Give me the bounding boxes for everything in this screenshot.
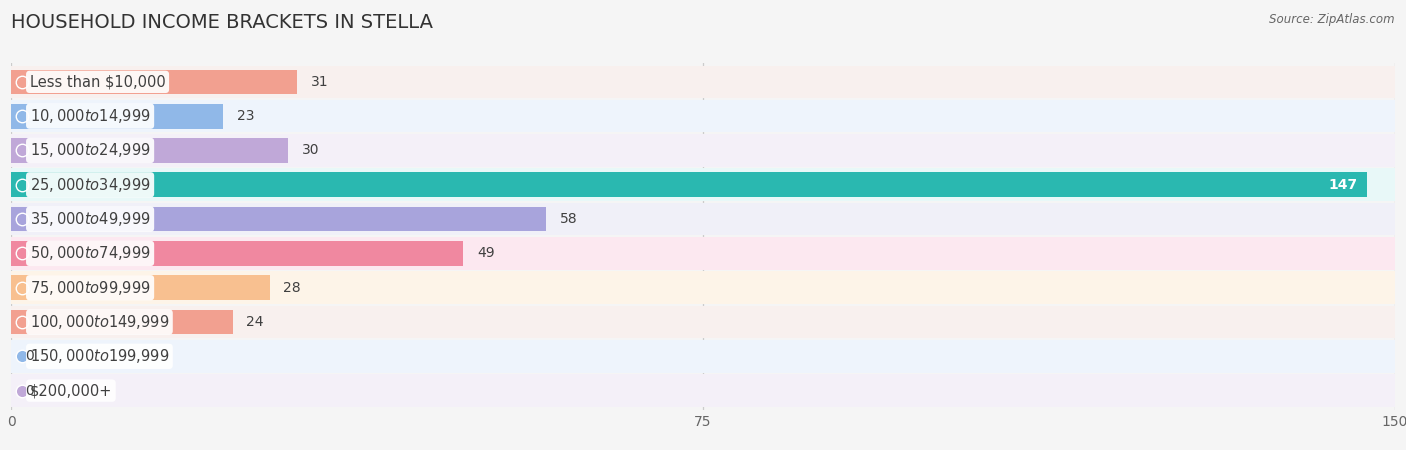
Text: 0: 0 — [25, 384, 34, 398]
Bar — [11, 100, 1395, 132]
Bar — [11, 207, 546, 231]
Text: 0: 0 — [25, 349, 34, 363]
Bar — [11, 340, 1395, 373]
Bar — [11, 271, 1395, 304]
Text: 58: 58 — [560, 212, 578, 226]
Bar — [11, 66, 1395, 98]
Text: $50,000 to $74,999: $50,000 to $74,999 — [30, 244, 150, 262]
Text: 49: 49 — [477, 247, 495, 261]
Text: $100,000 to $149,999: $100,000 to $149,999 — [30, 313, 169, 331]
Text: $200,000+: $200,000+ — [30, 383, 112, 398]
Bar — [11, 172, 1367, 197]
Bar — [11, 69, 297, 94]
Text: HOUSEHOLD INCOME BRACKETS IN STELLA: HOUSEHOLD INCOME BRACKETS IN STELLA — [11, 14, 433, 32]
Bar — [11, 104, 224, 129]
Text: $150,000 to $199,999: $150,000 to $199,999 — [30, 347, 169, 365]
Text: Source: ZipAtlas.com: Source: ZipAtlas.com — [1270, 14, 1395, 27]
Bar — [11, 275, 270, 300]
Bar — [11, 134, 1395, 167]
Text: 147: 147 — [1329, 178, 1358, 192]
Text: 24: 24 — [246, 315, 264, 329]
Bar — [11, 241, 463, 266]
Bar — [11, 138, 288, 163]
Text: 30: 30 — [302, 144, 319, 158]
Text: $25,000 to $34,999: $25,000 to $34,999 — [30, 176, 150, 194]
Text: $75,000 to $99,999: $75,000 to $99,999 — [30, 279, 150, 297]
Text: 23: 23 — [238, 109, 254, 123]
Bar — [11, 310, 232, 334]
Text: 31: 31 — [311, 75, 329, 89]
Text: $10,000 to $14,999: $10,000 to $14,999 — [30, 107, 150, 125]
Text: 28: 28 — [284, 281, 301, 295]
Bar — [11, 374, 1395, 407]
Text: Less than $10,000: Less than $10,000 — [30, 74, 166, 90]
Text: $35,000 to $49,999: $35,000 to $49,999 — [30, 210, 150, 228]
Bar — [11, 203, 1395, 235]
Bar — [11, 168, 1395, 201]
Text: $15,000 to $24,999: $15,000 to $24,999 — [30, 141, 150, 159]
Bar — [11, 237, 1395, 270]
Bar — [11, 306, 1395, 338]
